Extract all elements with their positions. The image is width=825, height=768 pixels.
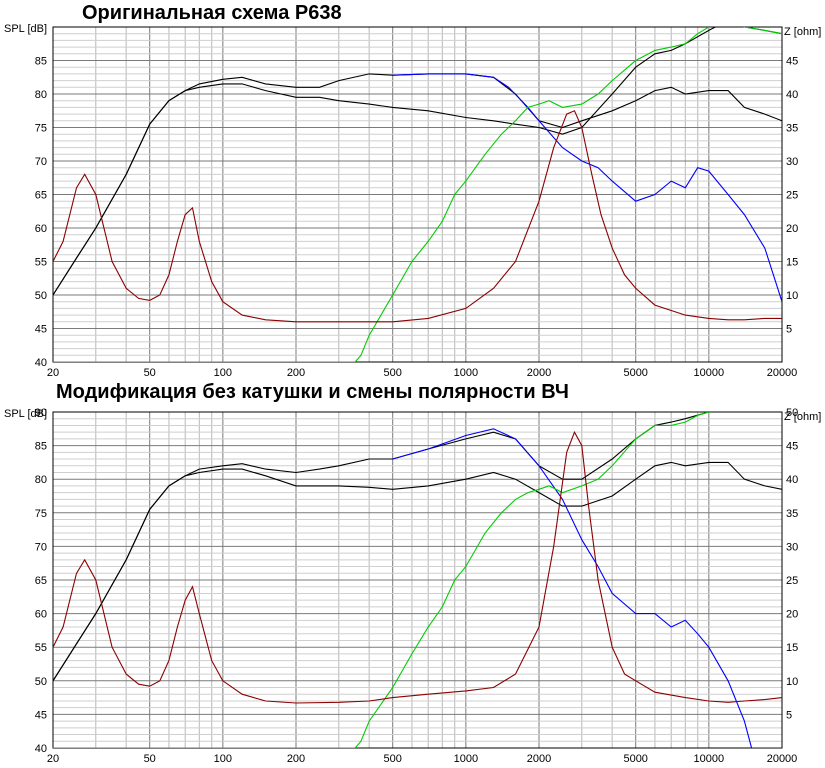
series-line-3 <box>53 27 782 362</box>
x-tick-label: 50 <box>144 367 156 379</box>
y2-tick-label: 15 <box>786 257 798 269</box>
x-tick-label: 2000 <box>527 367 551 379</box>
x-tick-label: 20 <box>47 753 59 765</box>
x-tick-label: 1000 <box>454 753 478 765</box>
chart-modification: 20 50 100 200 500 1000 2000 5000 10000 20000 40 45 5… <box>4 407 821 765</box>
y-axis-label: SPL [dB] <box>4 23 47 35</box>
series-line-1 <box>53 27 782 296</box>
y2-tick-label: 25 <box>786 575 798 587</box>
y-axis-label: SPL [dB] <box>4 408 47 420</box>
y2-tick-label: 35 <box>786 123 798 135</box>
x-tick-label: 20 <box>47 367 59 379</box>
y-tick-label: 75 <box>35 508 47 520</box>
x-tick-label: 20000 <box>767 753 798 765</box>
y-tick-label: 45 <box>35 324 47 336</box>
x-tick-label: 100 <box>214 753 232 765</box>
plot-frame <box>52 26 783 363</box>
y2-tick-label: 5 <box>786 324 792 336</box>
x-tick-label: 200 <box>287 753 305 765</box>
y2-tick-label: 10 <box>786 290 798 302</box>
y2-tick-label: 40 <box>786 474 798 486</box>
series-line-4 <box>53 430 782 704</box>
y-tick-label: 90 <box>35 407 47 419</box>
y2-tick-label: 15 <box>786 642 798 654</box>
y-tick-label: 60 <box>35 223 47 235</box>
y-tick-label: 80 <box>35 474 47 486</box>
plot-frame <box>52 411 783 749</box>
x-tick-label: 2000 <box>527 753 551 765</box>
series-line-4 <box>53 110 782 323</box>
series-line-2 <box>392 428 782 748</box>
y-tick-label: 65 <box>35 190 47 202</box>
y2-tick-label: 40 <box>786 89 798 101</box>
y-tick-label: 45 <box>35 709 47 721</box>
y-tick-label: 85 <box>35 441 47 453</box>
y2-tick-label: 30 <box>786 156 798 168</box>
y-tick-label: 70 <box>35 156 47 168</box>
x-tick-label: 1000 <box>454 367 478 379</box>
x-tick-label: 500 <box>384 753 402 765</box>
y2-tick-label: 20 <box>786 609 798 621</box>
y2-tick-label: 25 <box>786 190 798 202</box>
chart-original-scheme: 20 50 100 200 500 1000 2000 5000 10000 20000 40 45 5… <box>4 23 821 379</box>
y2-tick-label: 30 <box>786 541 798 553</box>
chart-1-title: Оригинальная схема Р638 <box>82 2 342 24</box>
y2-tick-label: 45 <box>786 56 798 68</box>
x-tick-label: 10000 <box>694 753 725 765</box>
y-tick-label: 55 <box>35 642 47 654</box>
y-tick-label: 40 <box>35 743 47 755</box>
y2-axis-label: Z [ohm] <box>784 411 821 423</box>
series-line-1 <box>53 461 782 682</box>
x-tick-label: 100 <box>214 367 232 379</box>
y2-tick-label: 10 <box>786 676 798 688</box>
x-tick-label: 50 <box>144 753 156 765</box>
chart-2-title: Модификация без катушки и смены полярнос… <box>56 381 569 403</box>
y-tick-label: 50 <box>35 676 47 688</box>
y2-tick-label: 5 <box>786 709 792 721</box>
x-tick-label: 10000 <box>694 367 725 379</box>
y-tick-label: 40 <box>35 357 47 369</box>
y-tick-label: 55 <box>35 257 47 269</box>
y-tick-label: 60 <box>35 609 47 621</box>
x-tick-label: 5000 <box>623 367 647 379</box>
x-tick-label: 5000 <box>623 753 647 765</box>
y-tick-label: 80 <box>35 89 47 101</box>
series-line-3 <box>53 412 710 748</box>
y-tick-label: 75 <box>35 123 47 135</box>
y-tick-label: 85 <box>35 56 47 68</box>
x-tick-label: 200 <box>287 367 305 379</box>
y2-tick-label: 35 <box>786 508 798 520</box>
y-tick-label: 65 <box>35 575 47 587</box>
x-tick-label: 20000 <box>767 367 798 379</box>
y2-tick-label: 45 <box>786 441 798 453</box>
y2-axis-label: Z [ohm] <box>784 26 821 38</box>
y-tick-label: 50 <box>35 290 47 302</box>
y2-tick-label: 20 <box>786 223 798 235</box>
y-tick-label: 70 <box>35 541 47 553</box>
series-line-2 <box>392 73 782 302</box>
y2-tick-label: 50 <box>786 407 798 419</box>
x-tick-label: 500 <box>384 367 402 379</box>
